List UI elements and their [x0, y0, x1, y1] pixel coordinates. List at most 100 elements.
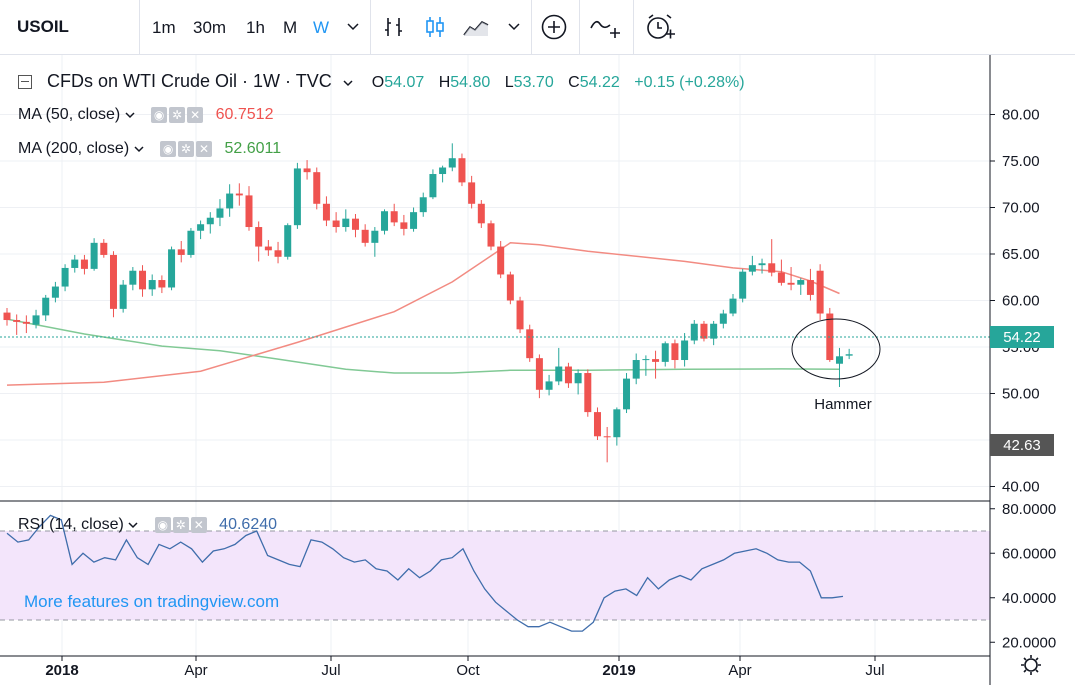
candle-body	[322, 203, 330, 221]
candle	[332, 212, 340, 233]
price-tick-label: 40.00	[1002, 479, 1040, 496]
gear-icon[interactable]: ✲	[169, 106, 186, 123]
candle	[235, 183, 243, 206]
candle-body	[168, 249, 176, 288]
compare-icon[interactable]	[588, 10, 622, 44]
collapse-icon[interactable]	[18, 75, 32, 90]
high-label: H	[438, 74, 451, 91]
candle	[381, 209, 389, 235]
candle	[584, 369, 592, 417]
candle-body	[197, 224, 205, 231]
timeframe-30m[interactable]: 30m	[193, 18, 227, 37]
candle-body	[313, 172, 321, 204]
ma200-label[interactable]: MA (200, close)	[18, 140, 130, 158]
candle	[109, 251, 117, 318]
candle-body	[700, 323, 708, 339]
top-toolbar: USOIL 1m 30m 1h M W	[0, 0, 1075, 55]
candle-body	[477, 203, 485, 224]
hammer-circle	[791, 318, 881, 380]
price-tick-label: 80.00	[1002, 107, 1040, 124]
eye-icon[interactable]: ◉	[154, 516, 171, 533]
timeframe-1m[interactable]: 1m	[152, 18, 176, 37]
candle-body	[835, 356, 843, 364]
gear-icon[interactable]: ✲	[178, 140, 195, 157]
candle-body	[119, 284, 127, 309]
chevron-down-icon[interactable]	[125, 106, 135, 123]
candle	[787, 267, 795, 291]
candles-icon[interactable]	[418, 10, 452, 44]
eye-icon[interactable]: ◉	[160, 140, 177, 157]
rsi-tick-label: 60.0000	[1002, 545, 1056, 562]
candle	[797, 278, 805, 295]
chevron-down-icon[interactable]	[336, 10, 370, 44]
candle	[835, 347, 843, 387]
rsi-label[interactable]: RSI (14, close)	[18, 516, 124, 534]
ma50-label[interactable]: MA (50, close)	[18, 106, 121, 124]
close-icon[interactable]: ✕	[187, 106, 204, 123]
tradingview-promo-link[interactable]: More features on tradingview.com	[24, 592, 280, 611]
candle-body	[255, 227, 263, 247]
ma50-value: 60.7512	[215, 106, 274, 124]
candle	[3, 307, 11, 326]
chevron-down-icon[interactable]	[343, 71, 358, 91]
candle	[681, 333, 689, 367]
candle	[32, 309, 40, 329]
candle-body	[3, 312, 11, 321]
candle	[632, 353, 640, 385]
candle	[139, 265, 147, 297]
time-axis[interactable]: 2018 Apr Jul Oct 2019 Apr Jul	[45, 656, 885, 679]
low-label: L	[504, 74, 514, 91]
prev-price-badge	[990, 434, 1054, 456]
candle	[390, 203, 398, 227]
candle	[468, 175, 476, 209]
candle-body	[226, 193, 234, 209]
chevron-down-icon[interactable]	[497, 10, 531, 44]
candle-body	[90, 242, 98, 269]
timeframe-w[interactable]: W	[313, 18, 330, 37]
add-indicator-icon[interactable]	[537, 10, 571, 44]
symbol-search[interactable]: USOIL	[17, 17, 69, 36]
area-chart-icon[interactable]	[459, 10, 493, 44]
candle	[61, 264, 69, 292]
candle	[661, 341, 669, 367]
candle	[603, 426, 611, 463]
close-icon[interactable]: ✕	[190, 516, 207, 533]
candle	[642, 355, 650, 376]
candle	[816, 264, 824, 321]
alert-icon[interactable]	[643, 10, 677, 44]
toolbar-divider	[139, 0, 140, 54]
candle	[768, 239, 776, 277]
candle-body	[80, 259, 88, 269]
chart-canvas[interactable]: Hammer 80.0075.0070.0065.0060.0055.0050.…	[0, 55, 1075, 685]
rsi-tick-label: 80.0000	[1002, 501, 1056, 518]
ma50-legend: MA (50, close) ◉ ✲ ✕ 60.7512	[18, 106, 273, 124]
candle-body	[526, 329, 534, 359]
candle	[148, 274, 156, 296]
eye-icon[interactable]: ◉	[151, 106, 168, 123]
candle	[671, 339, 679, 369]
candle-body	[13, 320, 21, 322]
candle-body	[516, 300, 524, 330]
candle-body	[400, 222, 408, 229]
candle	[564, 362, 572, 388]
candle-body	[458, 158, 466, 183]
candle	[100, 239, 108, 258]
toolbar-divider	[579, 0, 580, 54]
candle-body	[710, 323, 718, 339]
settings-gear-icon[interactable]	[1021, 655, 1041, 675]
timeframe-m[interactable]: M	[283, 18, 298, 37]
price-tick-label: 75.00	[1002, 153, 1040, 170]
bar-chart-icon[interactable]	[377, 10, 411, 44]
timeframe-1h[interactable]: 1h	[246, 18, 265, 37]
candle	[322, 196, 330, 227]
close-icon[interactable]: ✕	[196, 140, 213, 157]
candle	[371, 227, 379, 257]
candle	[255, 221, 263, 262]
gear-icon[interactable]: ✲	[172, 516, 189, 533]
chevron-down-icon[interactable]	[128, 516, 138, 533]
candle-body	[506, 274, 514, 301]
chevron-down-icon[interactable]	[134, 140, 144, 157]
candle-body	[158, 280, 166, 288]
series-title[interactable]: CFDs on WTI Crude Oil · 1W · TVC	[47, 71, 332, 91]
high-value: 54.80	[450, 74, 491, 91]
